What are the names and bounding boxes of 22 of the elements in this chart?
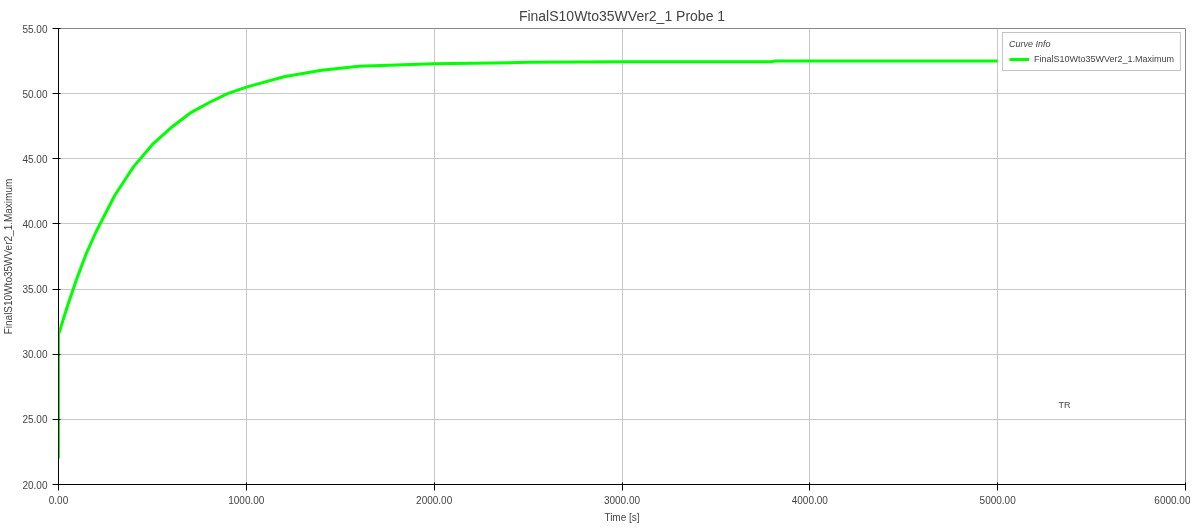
chart-title: FinalS10Wto35WVer2_1 Probe 1: [518, 7, 726, 24]
y-tick-label: 35.00: [22, 284, 48, 296]
legend-label: FinalS10Wto35WVer2_1.Maximum: [1033, 54, 1174, 64]
y-tick-label: 20.00: [22, 479, 48, 491]
x-axis-title: Time [s]: [604, 511, 640, 523]
y-tick-label: 25.00: [22, 414, 48, 426]
line-series: [58, 59, 1000, 460]
x-tick-label: 4000.00: [791, 494, 829, 506]
y-tick-label: 50.00: [22, 88, 48, 100]
x-tick-label: 2000.00: [416, 494, 453, 506]
y-tick-label: 40.00: [22, 218, 48, 230]
x-tick-label: 5000.00: [979, 494, 1017, 506]
x-tick-label: 3000.00: [603, 494, 641, 506]
x-tick-label: 6000.00: [1154, 494, 1191, 506]
x-tick-label: 0.00: [48, 494, 69, 506]
y-tick-label: 55.00: [22, 23, 48, 35]
x-tick-label: 1000.00: [228, 494, 265, 506]
annotation: TR: [1058, 399, 1071, 410]
y-tick-label: 30.00: [22, 349, 48, 361]
y-tick-label: 45.00: [22, 153, 48, 165]
y-axis-title: FinalS10Wto35WVer2_1.Maximum: [3, 178, 15, 335]
legend-title: Curve Info: [1008, 39, 1052, 49]
